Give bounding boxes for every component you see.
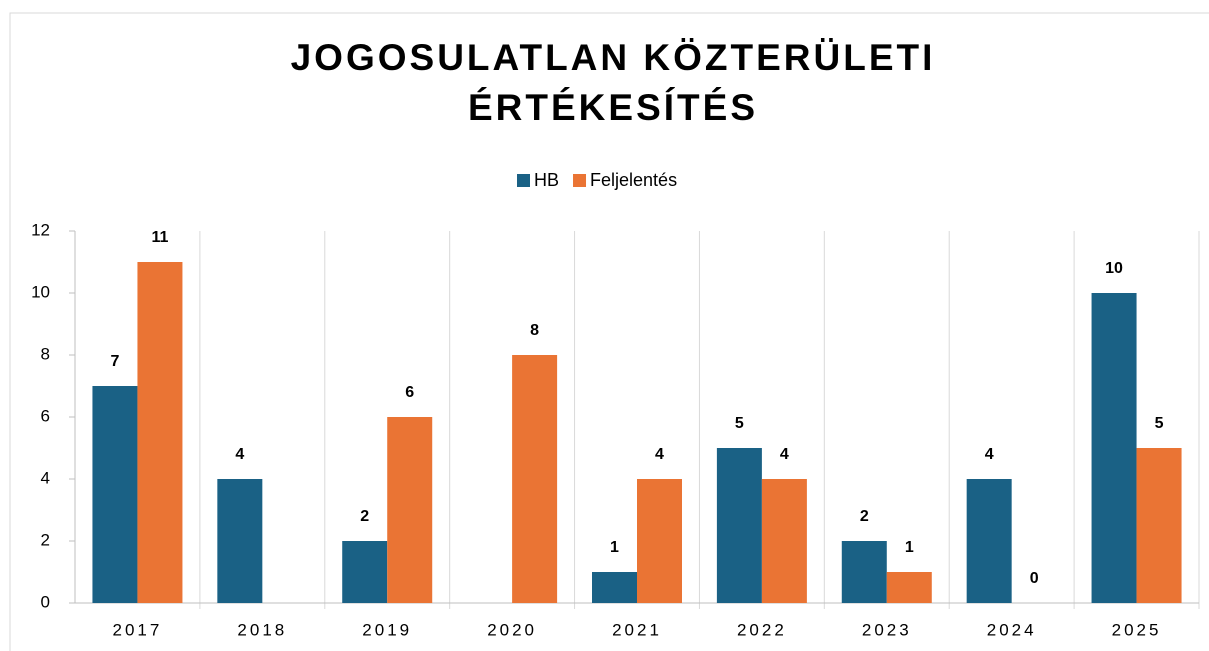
y-tick-label: 0 [41, 592, 50, 611]
bar [966, 479, 1012, 603]
x-tick-label: 2024 [987, 620, 1037, 639]
legend-label: Feljelentés [590, 170, 677, 190]
data-label: 5 [735, 415, 744, 432]
x-tick-label: 2020 [487, 620, 537, 639]
x-tick-label: 2022 [737, 620, 787, 639]
data-label: 11 [151, 229, 168, 246]
data-label: 7 [110, 353, 119, 370]
x-tick-label: 2017 [113, 620, 163, 639]
bar [512, 355, 558, 603]
y-tick-label: 2 [41, 530, 50, 549]
bar [137, 262, 183, 603]
bar [716, 448, 762, 603]
bar [841, 541, 887, 603]
x-tick-label: 2025 [1112, 620, 1162, 639]
bar [387, 417, 433, 603]
x-tick-label: 2021 [612, 620, 662, 639]
data-label: 10 [1105, 260, 1123, 277]
y-tick-label: 4 [41, 468, 50, 487]
legend-label: HB [534, 170, 559, 190]
bar [761, 479, 807, 603]
x-tick-label: 2023 [862, 620, 912, 639]
data-label: 8 [530, 322, 539, 339]
chart-title: JOGOSULATLAN KÖZTERÜLETI [291, 37, 936, 78]
data-label: 0 [1030, 570, 1039, 587]
data-label: 4 [235, 446, 244, 463]
bar [92, 386, 138, 603]
data-label: 6 [405, 384, 414, 401]
bar [1136, 448, 1182, 603]
bar [637, 479, 682, 603]
chart-title: ÉRTÉKESÍTÉS [468, 87, 758, 128]
bar [592, 572, 637, 603]
chart-frame [9, 12, 1209, 651]
bar [342, 541, 388, 603]
data-label: 4 [655, 446, 664, 463]
bar [1091, 293, 1137, 603]
legend-swatch [573, 174, 587, 187]
data-label: 4 [985, 446, 994, 463]
y-tick-label: 12 [31, 220, 50, 239]
x-tick-label: 2019 [362, 620, 412, 639]
legend-swatch [517, 174, 530, 187]
y-tick-label: 8 [41, 344, 50, 363]
x-tick-label: 2018 [237, 620, 287, 639]
y-tick-label: 10 [31, 282, 50, 301]
data-label: 5 [1155, 415, 1164, 432]
y-tick-label: 6 [41, 406, 50, 425]
data-label: 1 [905, 539, 914, 556]
bar [217, 479, 263, 603]
data-label: 2 [860, 508, 869, 525]
data-label: 4 [780, 446, 789, 463]
bar [886, 572, 932, 603]
data-label: 1 [610, 539, 619, 556]
data-label: 2 [360, 508, 369, 525]
